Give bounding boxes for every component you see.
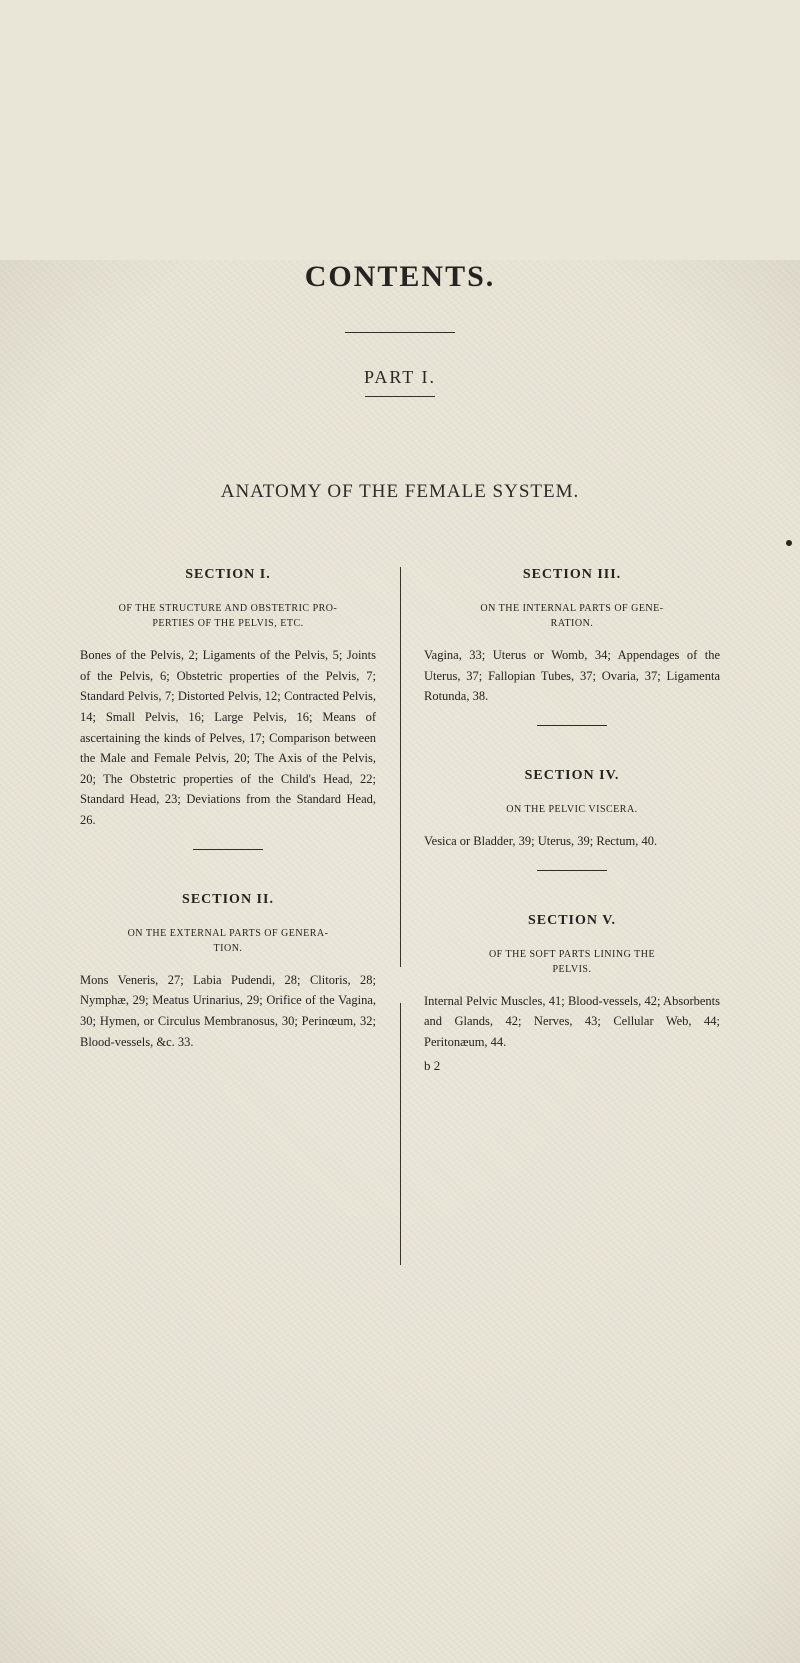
section-subhead: OF THE STRUCTURE AND OBSTETRIC PRO- PERT… — [80, 601, 376, 631]
separator-rule — [537, 870, 607, 871]
section-3: SECTION III. ON THE INTERNAL PARTS OF GE… — [424, 567, 720, 707]
subhead-line: TION. — [214, 943, 243, 954]
rule — [345, 332, 455, 333]
section-subhead: ON THE INTERNAL PARTS OF GENE- RATION. — [424, 601, 720, 631]
section-title: SECTION IV. — [424, 768, 720, 784]
subhead-line: OF THE SOFT PARTS LINING THE — [489, 949, 655, 960]
signature-mark: b 2 — [424, 1058, 720, 1074]
section-1: SECTION I. OF THE STRUCTURE AND OBSTETRI… — [80, 567, 376, 831]
section-body: Internal Pelvic Muscles, 41; Blood-vesse… — [424, 991, 720, 1053]
part-title: PART I. — [80, 367, 720, 388]
page: CONTENTS. PART I. ANATOMY OF THE FEMALE … — [0, 260, 800, 1663]
rule — [365, 396, 435, 397]
subhead-line: OF THE STRUCTURE AND OBSTETRIC PRO- — [119, 603, 338, 614]
separator-rule — [193, 849, 263, 850]
section-body: Vagina, 33; Uterus or Womb, 34; Appendag… — [424, 645, 720, 707]
section-2: SECTION II. ON THE EXTERNAL PARTS OF GEN… — [80, 892, 376, 1053]
section-subhead: ON THE EXTERNAL PARTS OF GENERA- TION. — [80, 926, 376, 956]
subhead-line: PERTIES OF THE PELVIS, ETC. — [152, 618, 303, 629]
section-title: SECTION I. — [80, 567, 376, 583]
section-body: Mons Veneris, 27; Labia Pudendi, 28; Cli… — [80, 970, 376, 1053]
section-5: SECTION V. OF THE SOFT PARTS LINING THE … — [424, 913, 720, 1075]
separator-rule — [537, 725, 607, 726]
right-column: SECTION III. ON THE INTERNAL PARTS OF GE… — [400, 567, 720, 1074]
spacer — [80, 868, 376, 892]
anatomy-title: ANATOMY OF THE FEMALE SYSTEM. — [80, 481, 720, 503]
spacer — [424, 889, 720, 913]
subhead-line: ON THE PELVIC VISCERA. — [506, 804, 637, 815]
subhead-line: RATION. — [551, 618, 594, 629]
left-column: SECTION I. OF THE STRUCTURE AND OBSTETRI… — [80, 567, 400, 1074]
section-body: Bones of the Pelvis, 2; Ligaments of the… — [80, 645, 376, 831]
section-body: Vesica or Bladder, 39; Uterus, 39; Rectu… — [424, 831, 720, 852]
edge-speck — [786, 540, 792, 546]
section-title: SECTION II. — [80, 892, 376, 908]
column-divider — [400, 567, 401, 967]
section-title: SECTION V. — [424, 913, 720, 929]
section-subhead: ON THE PELVIC VISCERA. — [424, 802, 720, 817]
column-divider — [400, 1003, 401, 1265]
spacer — [424, 744, 720, 768]
subhead-line: ON THE EXTERNAL PARTS OF GENERA- — [128, 928, 329, 939]
section-subhead: OF THE SOFT PARTS LINING THE PELVIS. — [424, 947, 720, 977]
subhead-line: ON THE INTERNAL PARTS OF GENE- — [480, 603, 663, 614]
section-4: SECTION IV. ON THE PELVIC VISCERA. Vesic… — [424, 768, 720, 852]
section-title: SECTION III. — [424, 567, 720, 583]
main-title: CONTENTS. — [80, 260, 720, 294]
columns: SECTION I. OF THE STRUCTURE AND OBSTETRI… — [80, 567, 720, 1074]
subhead-line: PELVIS. — [553, 964, 592, 975]
